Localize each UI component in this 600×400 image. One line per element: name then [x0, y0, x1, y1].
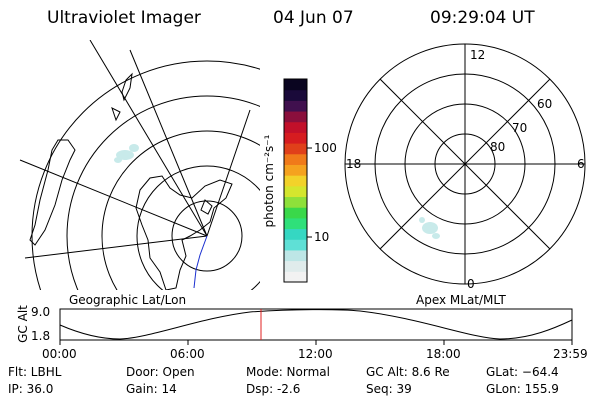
coastline: [111, 107, 121, 122]
colorbar-swatch: [284, 185, 307, 198]
altitude-ylabel: GC Alt: [16, 305, 30, 343]
altitude-ytick-bottom: 1.8: [31, 329, 51, 343]
altitude-ytick-top: 9.0: [31, 305, 51, 319]
colorbar-swatch: [284, 175, 307, 187]
colorbar-swatch: [284, 121, 307, 133]
x-tick-label: 23:59: [553, 347, 588, 361]
x-tick-label: 00:00: [42, 347, 77, 361]
meridian-line: [129, 49, 208, 237]
mlt-label-18: 18: [346, 157, 362, 171]
time-label: 09:29:04 UT: [430, 8, 535, 28]
altitude-frame: [59, 308, 573, 341]
x-tick-label: 06:00: [170, 347, 205, 361]
geographic-caption: Geographic Lat/Lon: [69, 293, 187, 307]
instrument-title: Ultraviolet Imager: [47, 8, 201, 28]
colorbar-swatch: [284, 153, 307, 165]
colorbar-swatch: [284, 249, 307, 262]
mlt-line: [379, 78, 551, 250]
gain-info: Gain: 14: [126, 382, 177, 396]
aurora-patch: [116, 150, 134, 160]
colorbar-swatch: [284, 228, 307, 240]
coastline: [121, 72, 133, 102]
glon-info: GLon: 155.9: [486, 382, 559, 396]
aurora-patch: [422, 222, 438, 234]
lat-circle: [101, 130, 260, 290]
gc-alt-info: GC Alt: 8.6 Re: [366, 365, 450, 379]
colorbar-swatch: [284, 143, 307, 155]
colorbar-swatch: [284, 164, 307, 176]
aurora-patch: [129, 144, 139, 152]
mlt-label-6: 6: [577, 157, 585, 171]
colorbar-swatch: [284, 217, 307, 230]
aurora-patch: [114, 157, 122, 163]
lat-circle: [31, 60, 260, 290]
colorbar-swatch: [284, 132, 307, 144]
x-tick-label: 12:00: [298, 347, 333, 361]
mlt-label-0: 0: [467, 277, 475, 291]
colorbar-tick-10: 10: [314, 230, 330, 244]
lat-circle: [66, 95, 260, 290]
mode-info: Mode: Normal: [246, 365, 330, 379]
mlt-label-12: 12: [470, 48, 486, 62]
colorbar-swatch: [284, 196, 307, 208]
dsp-info: Dsp: -2.6: [246, 382, 301, 396]
meridian-line: [89, 40, 208, 237]
x-tick-label: 18:00: [426, 347, 461, 361]
meridian-line: [19, 159, 208, 237]
aurora-patch: [432, 233, 440, 239]
glat-info: GLat: −64.4: [486, 365, 559, 379]
colorbar-swatch: [284, 89, 307, 101]
colorbar-swatch: [284, 100, 307, 112]
ip-info: IP: 36.0: [8, 382, 54, 396]
door-info: Door: Open: [126, 365, 195, 379]
coastline: [29, 139, 76, 246]
seq-info: Seq: 39: [366, 382, 412, 396]
aurora-patch: [419, 217, 425, 223]
mlat-label-70: 70: [512, 121, 528, 135]
colorbar-swatch: [284, 239, 307, 251]
colorbar-swatch: [284, 111, 307, 123]
orbit-track: [193, 235, 208, 289]
date-label: 04 Jun 07: [273, 8, 354, 28]
colorbar-swatch: [284, 207, 307, 219]
meridian-line: [24, 235, 208, 259]
lat-circle: [136, 165, 260, 290]
apex-caption: Apex MLat/MLT: [416, 293, 506, 307]
mlat-label-60: 60: [537, 97, 553, 111]
coastline: [135, 175, 233, 290]
coastline: [200, 199, 213, 215]
colorbar-tick-100: 100: [314, 141, 337, 155]
mlat-label-80: 80: [490, 140, 506, 154]
altitude-curve: [59, 309, 573, 340]
meridian-line: [206, 109, 251, 237]
colorbar-swatch: [284, 79, 307, 91]
filter-info: Flt: LBHL: [8, 365, 62, 379]
colorbar-swatch: [284, 260, 307, 272]
colorbar-swatch: [284, 271, 307, 283]
lat-circle: [171, 200, 243, 272]
colorbar-frame: [283, 78, 308, 283]
